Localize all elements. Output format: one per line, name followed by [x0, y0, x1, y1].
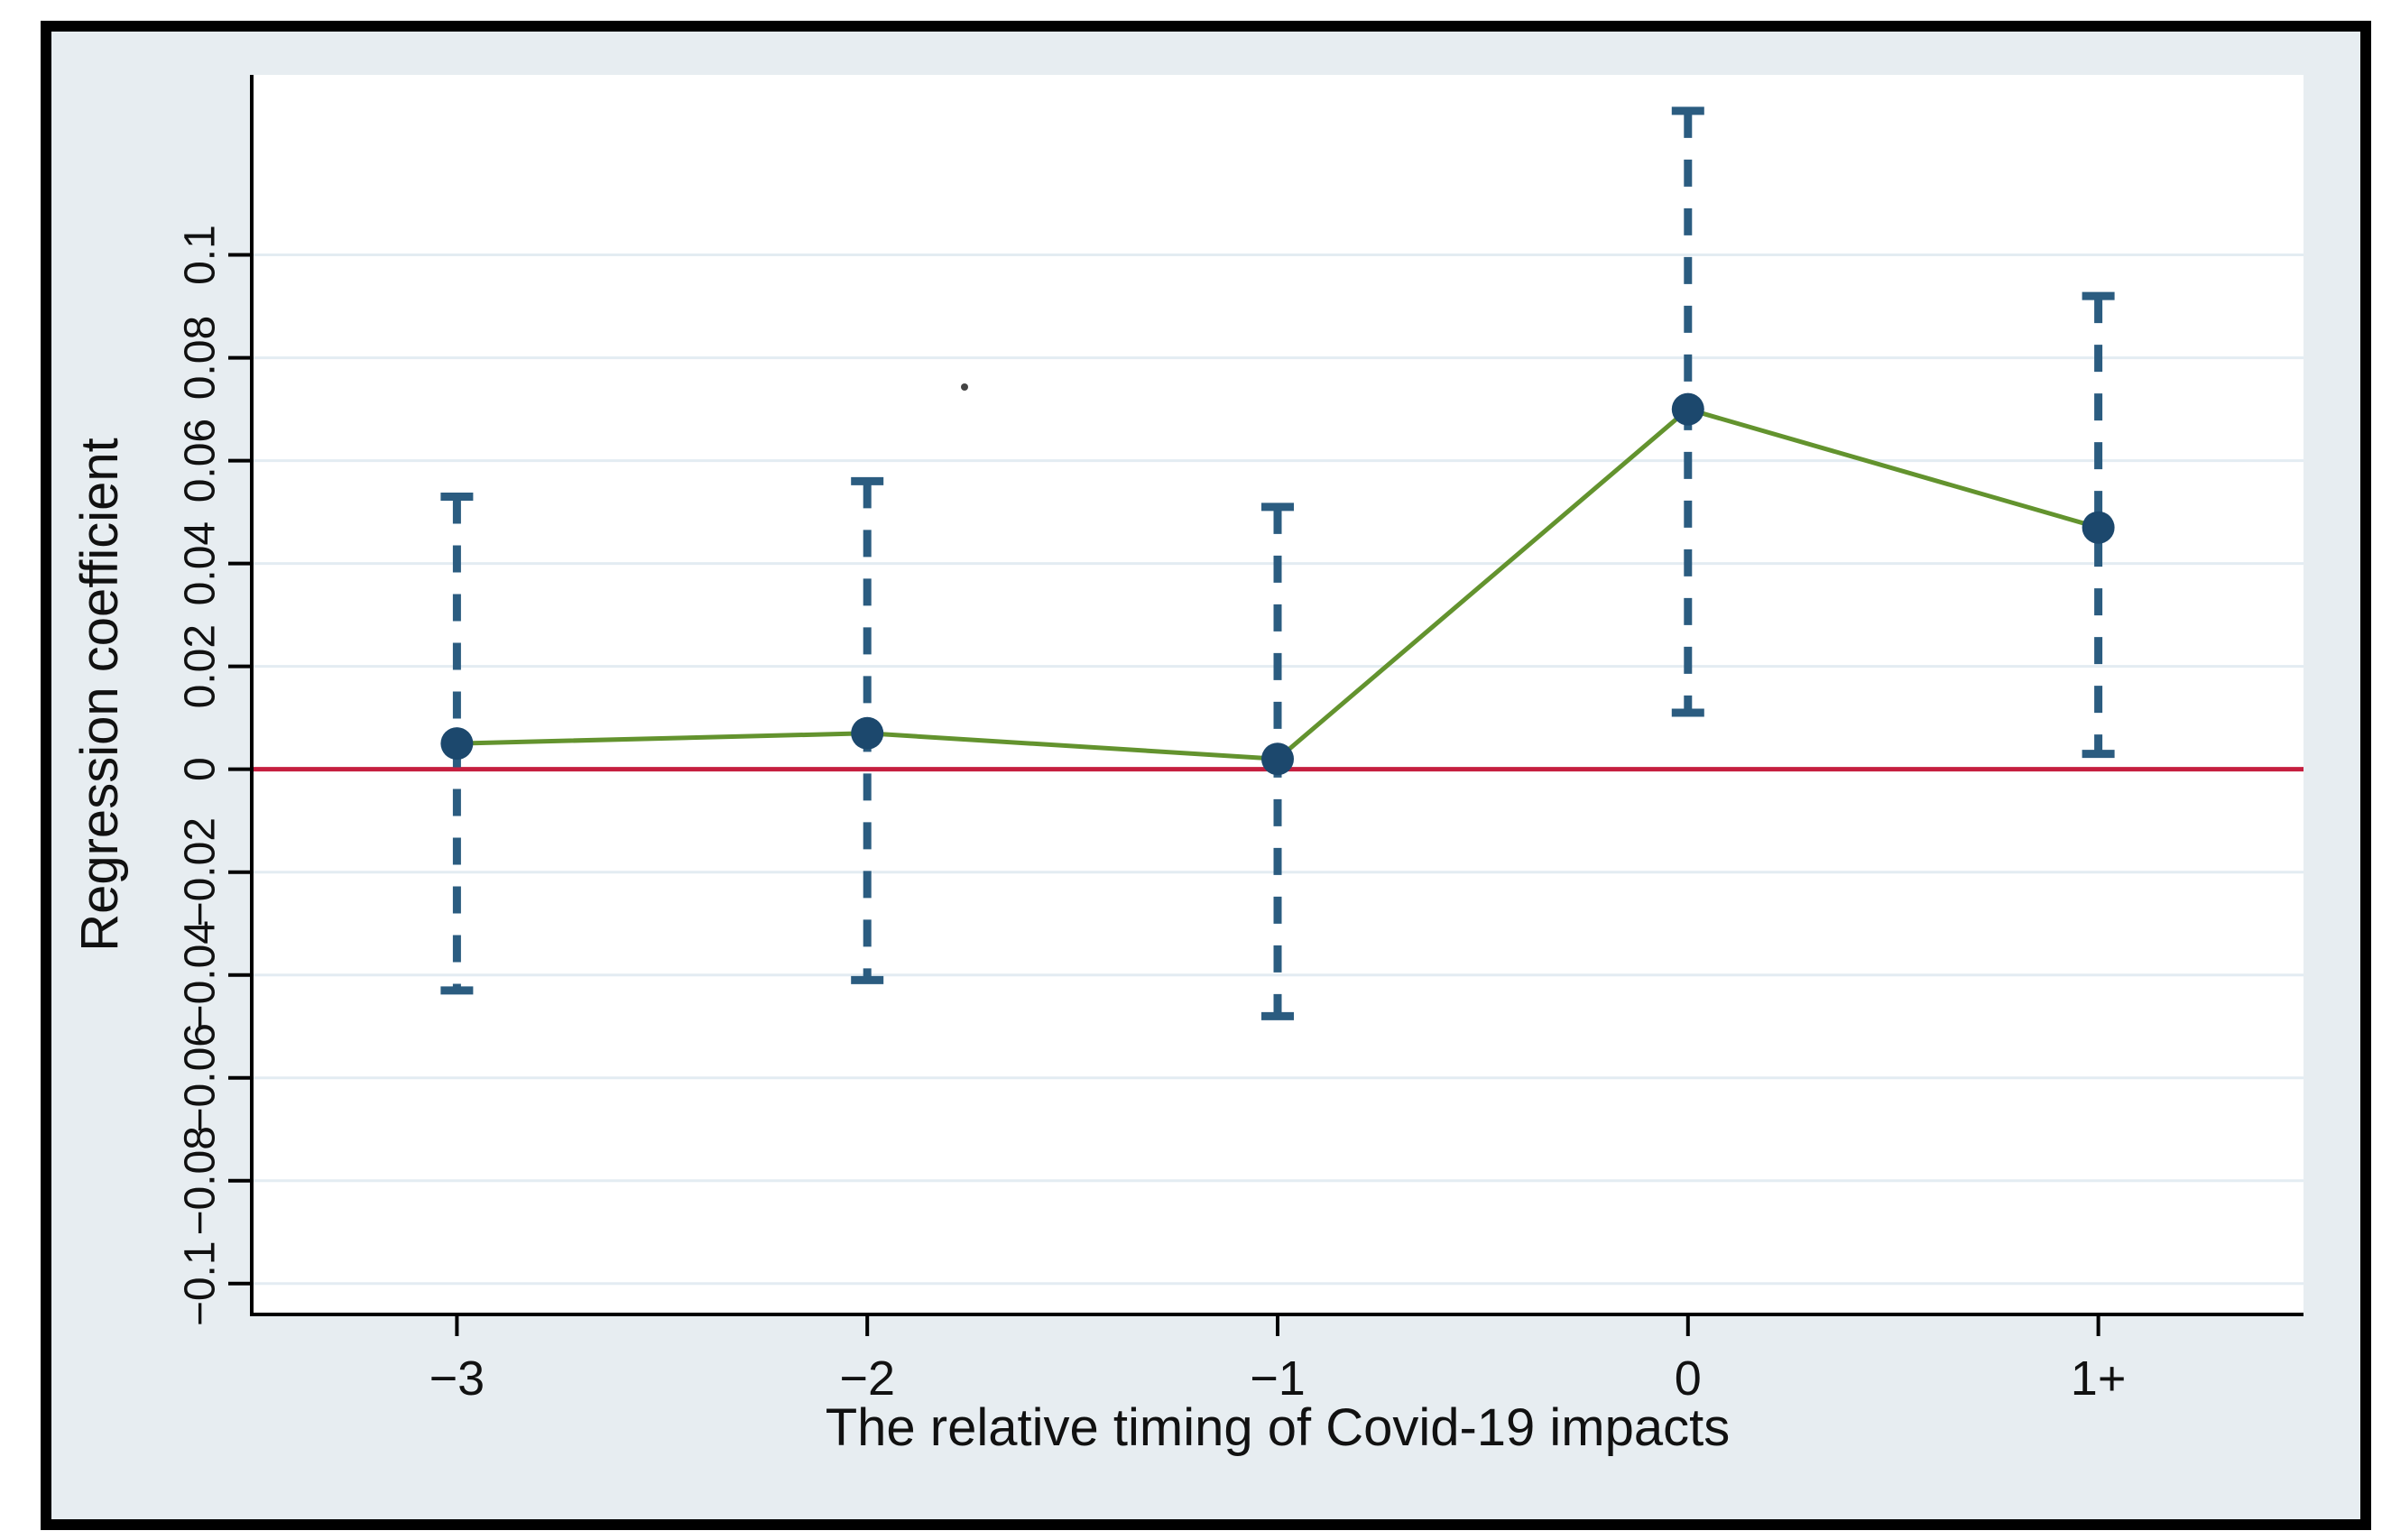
y-tick-label: −0.02 [177, 817, 225, 927]
y-tick-label: −0.1 [177, 1240, 225, 1326]
data-point-marker [440, 727, 474, 761]
data-point-marker [1671, 392, 1704, 426]
data-point-marker [2082, 511, 2115, 544]
stray-dot-artifact [961, 383, 968, 391]
x-axis-title: The relative timing of Covid-19 impacts [826, 1398, 1731, 1457]
y-tick-label: 0 [177, 757, 225, 781]
x-tick-label: −2 [839, 1351, 895, 1406]
y-tick-label: 0.04 [177, 521, 225, 605]
y-tick-label: −0.08 [177, 1126, 225, 1235]
data-point-marker [851, 716, 884, 750]
plot-area [252, 75, 2304, 1314]
y-tick-label: −0.04 [177, 920, 225, 1029]
data-point-marker [1261, 742, 1294, 776]
y-tick-label: 0.08 [177, 316, 225, 400]
y-tick-label: 0.1 [177, 225, 225, 285]
y-tick-label: 0.06 [177, 419, 225, 503]
x-tick-label: −3 [429, 1351, 485, 1406]
y-tick-label: −0.06 [177, 1023, 225, 1132]
x-tick-label: −1 [1250, 1351, 1306, 1406]
y-tick-label: 0.02 [177, 624, 225, 708]
x-tick-label: 0 [1675, 1351, 1702, 1406]
x-tick-label: 1+ [2071, 1351, 2127, 1406]
y-axis-title: Regression coefficient [70, 438, 129, 952]
